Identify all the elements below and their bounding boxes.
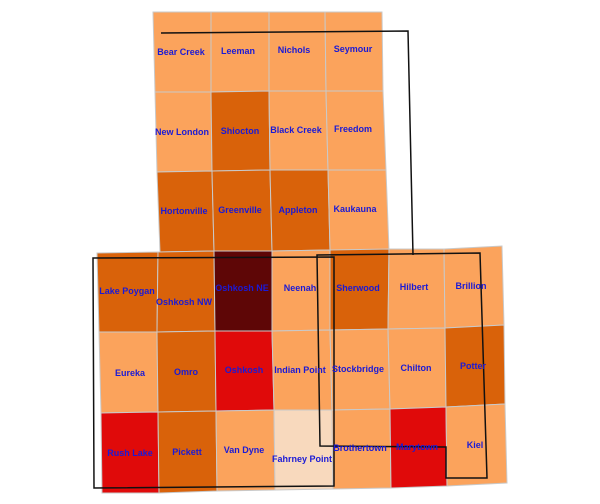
quad-label-rush-lake: Rush Lake (107, 448, 153, 458)
quad-label-sherwood: Sherwood (336, 283, 380, 293)
quad-label-greenville: Greenville (218, 205, 262, 215)
quad-label-lake-poygan: Lake Poygan (99, 286, 155, 296)
quad-label-seymour: Seymour (334, 44, 373, 54)
quad-label-leeman: Leeman (221, 46, 255, 56)
quad-label-potter: Potter (460, 361, 487, 371)
quad-label-omro: Omro (174, 367, 199, 377)
study-area-outlines (92, 30, 488, 489)
outline-east (316, 252, 488, 479)
outline-west (92, 256, 335, 489)
quad-label-van-dyne: Van Dyne (224, 445, 265, 455)
quad-label-oshkosh: Oshkosh (225, 365, 264, 375)
quad-cell-fahrney-point[interactable] (273, 409, 334, 491)
quad-cell-oshkosh-nw[interactable] (156, 250, 216, 333)
quad-labels: Bear Creek Leeman Nichols Seymour New London… (99, 44, 486, 464)
quad-label-hilbert: Hilbert (400, 282, 429, 292)
quad-label-nichols: Nichols (278, 45, 311, 55)
quad-label-marytown: Marytown (396, 442, 438, 452)
quad-label-kaukauna: Kaukauna (333, 204, 377, 214)
quad-label-neenah: Neenah (284, 283, 317, 293)
quad-label-shiocton: Shiocton (221, 126, 260, 136)
quad-label-pickett: Pickett (172, 447, 202, 457)
quad-label-chilton: Chilton (401, 363, 432, 373)
quad-label-brothertown: Brothertown (333, 443, 387, 453)
quad-label-oshkosh-ne: Oshkosh NE (215, 283, 269, 293)
quad-label-indian-point: Indian Point (274, 365, 326, 375)
quad-label-freedom: Freedom (334, 124, 372, 134)
quad-label-stockbridge: Stockbridge (332, 364, 384, 374)
quad-label-fahrney-point: Fahrney Point (272, 454, 332, 464)
quad-label-black-creek: Black Creek (270, 125, 323, 135)
outline-north (160, 30, 414, 256)
quad-label-hortonville: Hortonville (160, 206, 207, 216)
quad-label-bear-creek: Bear Creek (157, 47, 206, 57)
quad-label-oshkosh-nw: Oshkosh NW (156, 297, 213, 307)
quad-label-kiel: Kiel (467, 440, 484, 450)
quad-label-appleton: Appleton (279, 205, 318, 215)
quad-label-new-london: New London (155, 127, 209, 137)
quad-cells (96, 11, 508, 494)
quad-label-eureka: Eureka (115, 368, 146, 378)
quad-label-brillion: Brillion (456, 281, 487, 291)
